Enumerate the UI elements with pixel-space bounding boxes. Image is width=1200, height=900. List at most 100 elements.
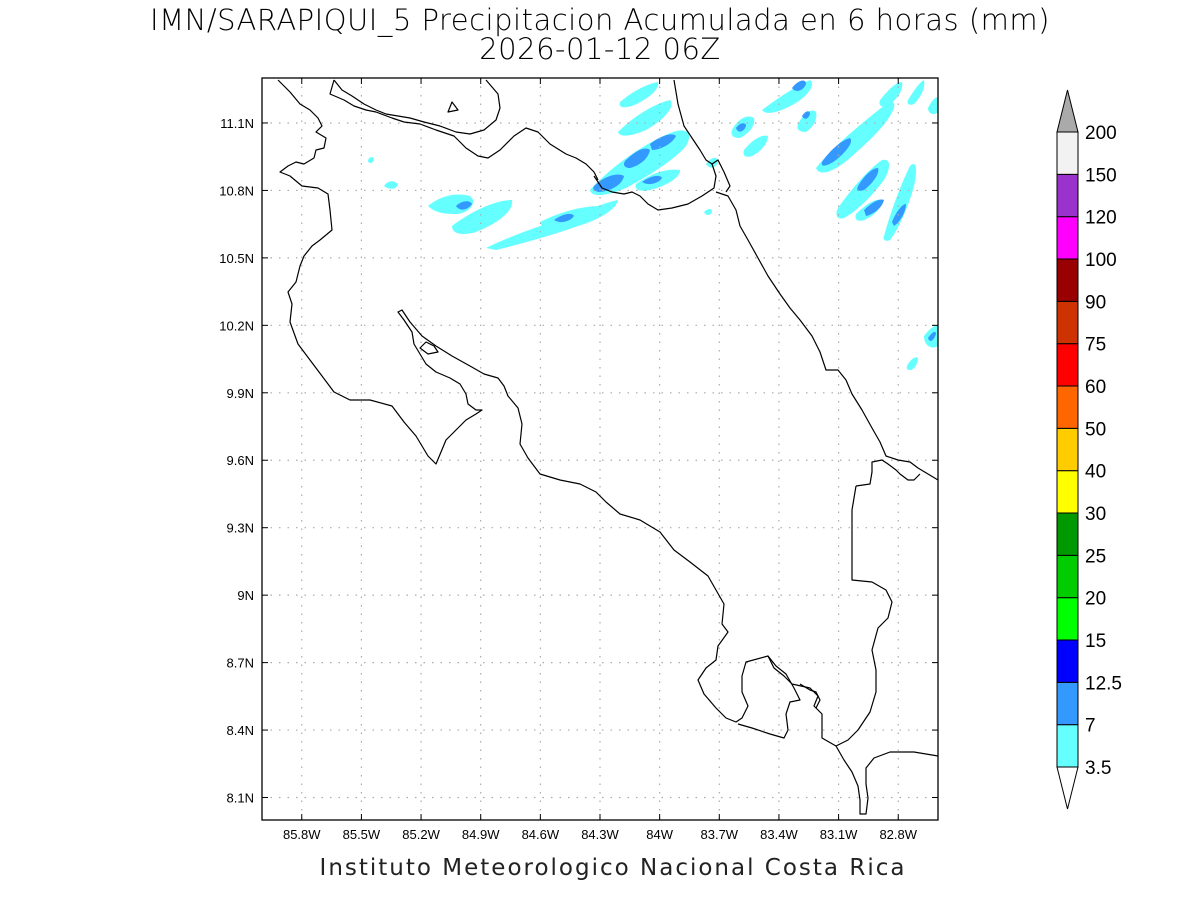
precip-core xyxy=(593,174,624,192)
precip-band xyxy=(907,80,925,105)
colorbar-label: 7 xyxy=(1085,716,1096,737)
lon-tick-label: 83.7W xyxy=(701,827,739,842)
border-panama-south xyxy=(835,485,893,747)
precip-band xyxy=(928,97,938,115)
lat-lon-grid xyxy=(262,78,938,820)
precip-band xyxy=(743,135,768,157)
precip-band xyxy=(618,100,672,136)
nicoya-island xyxy=(419,341,439,355)
colorbar-swatch xyxy=(1056,131,1079,175)
precip-band xyxy=(797,110,817,132)
precip-core xyxy=(736,123,746,132)
colorbar-swatch xyxy=(1056,554,1079,599)
colorbar-label: 12.5 xyxy=(1085,673,1122,694)
colorbar-label: 3.5 xyxy=(1085,758,1111,779)
lon-tick-label: 82.8W xyxy=(879,827,917,842)
precip-core xyxy=(623,148,650,168)
caribbean-coast xyxy=(715,191,939,481)
colorbar-legend: 3.5 7 12.5 15 20 25 30 40 50 60 75 90 100 120 150 200 xyxy=(1056,89,1122,810)
border-panama xyxy=(855,459,921,487)
colorbar-swatch xyxy=(1056,639,1079,683)
nicaragua-north-shore xyxy=(329,79,599,181)
lon-tick-label: 85.8W xyxy=(283,827,321,842)
axis-ticks: 85.8W 85.5W 85.2W 84.9W 84.6W 84.3W 84W 83.7W 83… xyxy=(219,78,938,842)
colorbar-swatch xyxy=(1056,216,1079,260)
precip-core xyxy=(857,168,879,191)
colorbar-swatch xyxy=(1056,385,1079,429)
precip-core xyxy=(864,199,884,216)
island-north xyxy=(333,79,501,135)
precipitation-layer xyxy=(368,80,938,370)
colorbar-swatch xyxy=(1056,597,1079,641)
precip-core xyxy=(802,111,810,119)
colorbar-label: 75 xyxy=(1085,335,1106,356)
colorbar-label: 25 xyxy=(1085,546,1106,567)
colorbar-swatch xyxy=(1056,512,1079,556)
lon-tick-label: 84.6W xyxy=(522,827,560,842)
precip-core xyxy=(821,138,852,166)
precip-core xyxy=(928,331,936,341)
border-north-2 xyxy=(673,79,713,165)
footer-credit: Instituto Meteorologico Nacional Costa R… xyxy=(319,855,907,881)
lat-tick-label: 9.9N xyxy=(227,386,254,401)
small-island xyxy=(447,101,459,113)
lat-tick-label: 9N xyxy=(237,588,254,603)
colorbar-swatch xyxy=(1056,427,1079,472)
coastlines xyxy=(277,79,939,815)
colorbar-swatch xyxy=(1056,470,1079,514)
precip-core xyxy=(456,201,472,210)
precip-band xyxy=(452,200,513,234)
colorbar-min-triangle xyxy=(1056,766,1079,810)
lat-tick-label: 10.5N xyxy=(219,251,254,266)
golfo-dulce xyxy=(799,683,821,709)
precip-core xyxy=(642,175,662,185)
lon-tick-label: 84.3W xyxy=(581,827,619,842)
precip-core xyxy=(650,134,676,150)
lat-tick-label: 8.4N xyxy=(227,723,254,738)
lon-tick-label: 84.9W xyxy=(462,827,500,842)
lat-tick-label: 10.8N xyxy=(219,183,254,198)
lat-tick-label: 9.3N xyxy=(227,521,254,536)
osa-peninsula xyxy=(737,655,801,739)
colorbar-label: 120 xyxy=(1085,208,1117,229)
precip-band xyxy=(879,82,903,107)
colorbar-swatch xyxy=(1056,681,1079,726)
colorbar-label: 20 xyxy=(1085,589,1106,610)
lat-tick-label: 8.1N xyxy=(227,791,254,806)
lat-tick-label: 9.6N xyxy=(227,453,254,468)
colorbar-swatch xyxy=(1056,258,1079,302)
map-datetime: 2026-01-12 06Z xyxy=(479,32,721,66)
precip-band xyxy=(906,357,918,370)
colorbar-label: 90 xyxy=(1085,292,1106,313)
precip-band xyxy=(704,209,712,215)
colorbar-label: 40 xyxy=(1085,462,1106,483)
border-north xyxy=(593,159,731,211)
colorbar-label: 30 xyxy=(1085,504,1106,525)
precip-core xyxy=(554,213,574,223)
colorbar-label: 150 xyxy=(1085,165,1117,186)
lat-tick-label: 11.1N xyxy=(220,116,254,131)
colorbar-label: 50 xyxy=(1085,419,1106,440)
colorbar-max-triangle xyxy=(1056,89,1079,133)
lat-tick-label: 8.7N xyxy=(227,656,254,671)
lon-tick-label: 83.4W xyxy=(760,827,798,842)
precip-band xyxy=(706,157,718,168)
precip-core xyxy=(892,204,906,226)
lon-tick-label: 83.1W xyxy=(820,827,858,842)
precip-core xyxy=(792,80,806,91)
colorbar-swatch xyxy=(1056,173,1079,218)
map-title: IMN/SARAPIQUI_5 Precipitacion Acumulada … xyxy=(150,3,1050,37)
colorbar-swatch xyxy=(1056,300,1079,345)
precip-band xyxy=(384,181,398,189)
colorbar-swatch xyxy=(1056,724,1079,768)
precip-band xyxy=(368,157,374,163)
precip-band xyxy=(883,164,917,241)
colorbar-label: 15 xyxy=(1085,631,1106,652)
lon-tick-label: 85.2W xyxy=(402,827,440,842)
lon-tick-label: 85.5W xyxy=(343,827,381,842)
colorbar-label: 60 xyxy=(1085,377,1106,398)
colorbar-label: 200 xyxy=(1085,123,1117,144)
lat-tick-label: 10.2N xyxy=(219,318,254,333)
colorbar-label: 100 xyxy=(1085,250,1117,271)
